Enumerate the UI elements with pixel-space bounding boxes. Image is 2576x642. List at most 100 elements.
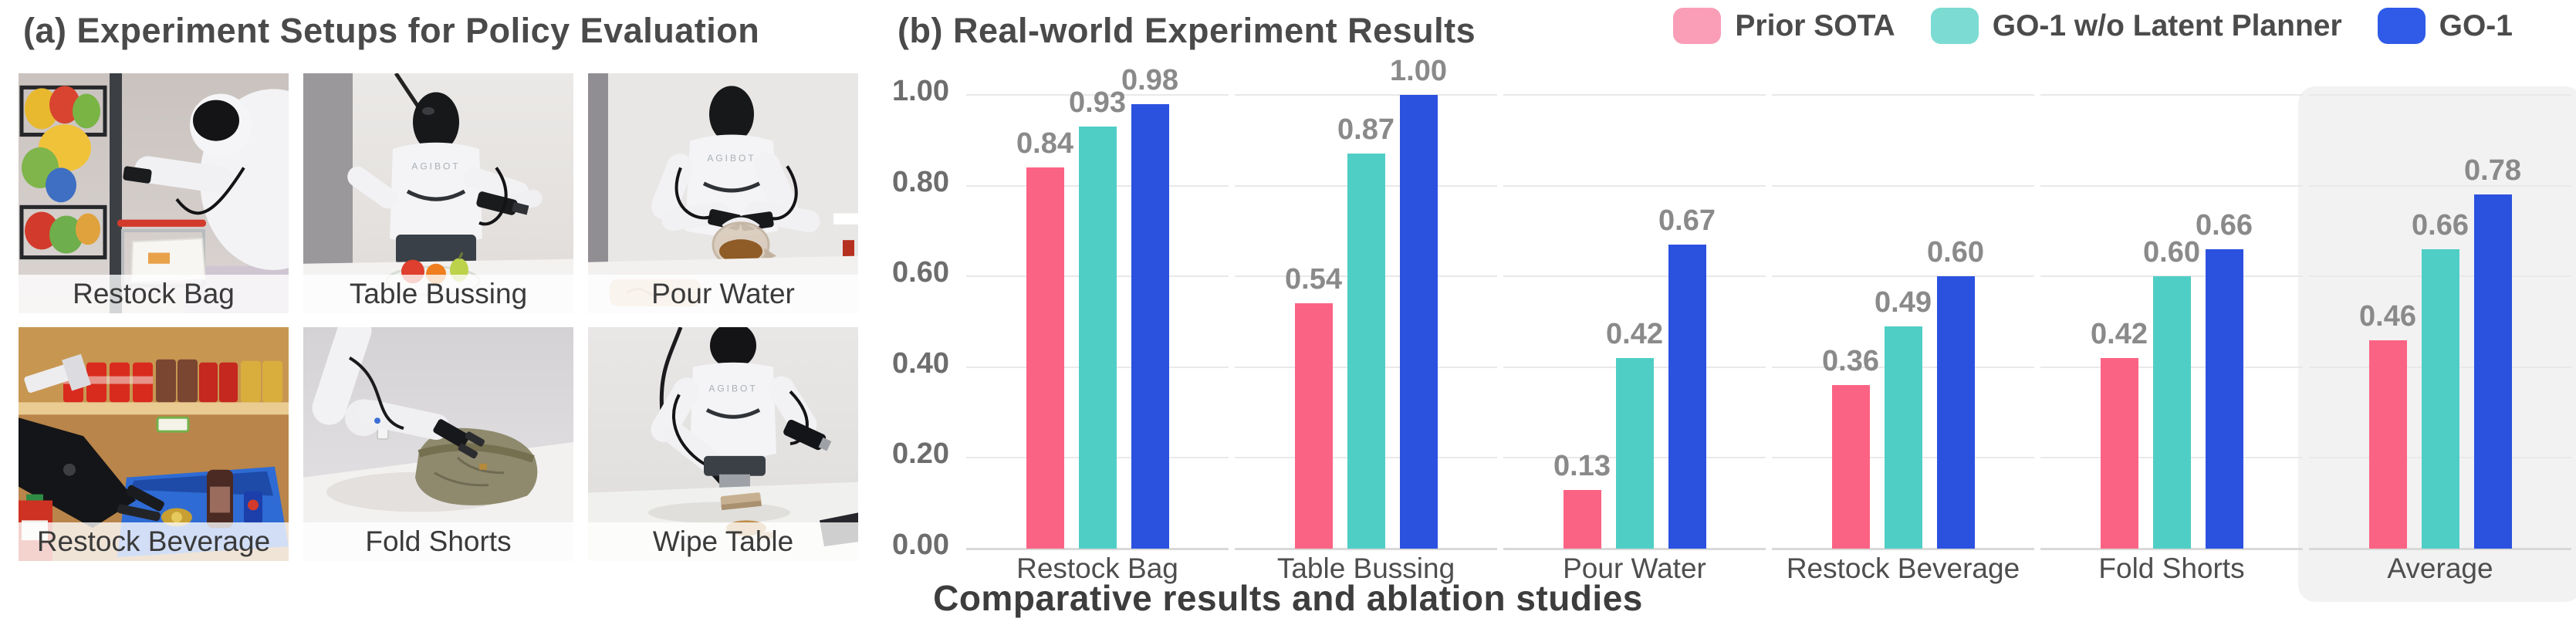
- bar-go-1: [1399, 95, 1438, 549]
- setup-caption-table-bussing: Table Bussing: [303, 275, 573, 313]
- bar-value-label: 0.13: [1553, 450, 1611, 482]
- bar-go-1-w-o-latent-planner: [1078, 127, 1117, 549]
- x-axis-baseline: [1235, 548, 1497, 550]
- legend-label: GO-1: [2439, 8, 2513, 42]
- robot: AGIBOT: [347, 92, 543, 285]
- bar-go-1: [1668, 245, 1706, 549]
- bar-go-1-w-o-latent-planner: [2421, 249, 2459, 549]
- chart-legend: Prior SOTA GO-1 w/o Latent Planner GO-1: [1673, 8, 2513, 44]
- bar-prior-sota: [1563, 490, 1601, 549]
- setup-caption-restock-bag: Restock Bag: [19, 275, 289, 313]
- bar-value-label: 0.66: [2412, 209, 2469, 242]
- bar-prior-sota: [2100, 358, 2138, 549]
- bar-prior-sota: [1831, 385, 1870, 549]
- setup-photo-restock-beverage: Restock Beverage: [19, 327, 289, 561]
- setup-photo-table-bussing: AGIBOT Table Bussing: [303, 73, 573, 313]
- chart-caption: Comparative results and ablation studies: [933, 578, 1643, 618]
- panel-a-title: (a) Experiment Setups for Policy Evaluat…: [23, 11, 760, 50]
- bar-value-label: 0.98: [1121, 64, 1178, 96]
- bar-go-1-w-o-latent-planner: [1884, 326, 1922, 549]
- bar-value-label: 0.42: [2091, 318, 2148, 350]
- x-axis-category-label: Restock Beverage: [1786, 552, 2020, 584]
- bar-go-1: [1936, 276, 1975, 549]
- legend-label: GO-1 w/o Latent Planner: [1992, 8, 2342, 42]
- cable: [659, 327, 683, 414]
- shorts: [415, 427, 538, 505]
- bar-value-label: 1.00: [1390, 55, 1447, 87]
- shopping-cart: [117, 219, 207, 288]
- bar-value-label: 0.78: [2464, 154, 2521, 187]
- setup-caption-restock-beverage: Restock Beverage: [19, 522, 289, 561]
- kettle: [712, 217, 776, 269]
- x-axis-category-label: Fold Shorts: [2098, 552, 2245, 584]
- bar-value-label: 0.49: [1875, 286, 1932, 319]
- legend-item-go-1: GO-1: [2377, 8, 2513, 44]
- wall-shelf: [833, 213, 858, 225]
- y-axis-tick-label: 0.00: [892, 529, 949, 561]
- legend-swatch: [2377, 8, 2426, 44]
- bar-value-label: 0.60: [2143, 236, 2200, 269]
- y-axis-tick-label: 1.00: [892, 75, 949, 107]
- setup-caption-pour-water: Pour Water: [588, 275, 858, 313]
- gridline: [1772, 184, 2034, 187]
- bar-value-label: 0.67: [1658, 204, 1716, 237]
- y-axis-tick-label: 0.20: [892, 438, 949, 471]
- lamp-arm: [394, 73, 421, 110]
- bar-value-label: 0.60: [1927, 236, 1984, 269]
- setup-photo-wipe-table: AGIBOT: [588, 327, 858, 561]
- legend-item-go-1-w-o-latent-planner: GO-1 w/o Latent Planner: [1930, 8, 2342, 44]
- setup-caption-wipe-table: Wipe Table: [588, 522, 858, 561]
- robot-gripper-arm: [19, 353, 164, 529]
- gridline: [1503, 275, 1766, 278]
- gridline: [1503, 94, 1766, 96]
- robot-brand-label: AGIBOT: [411, 160, 460, 171]
- x-axis-baseline: [1503, 548, 1766, 550]
- setup-photo-fold-shorts: Fold Shorts: [303, 327, 573, 561]
- bar-value-label: 0.84: [1016, 127, 1073, 160]
- x-axis-category-label: Pour Water: [1563, 552, 1706, 584]
- gridline: [1503, 184, 1766, 187]
- robot-arm: [312, 327, 485, 459]
- price-tag: [156, 416, 190, 433]
- bar-value-label: 0.42: [1606, 318, 1663, 350]
- setup-photo-restock-bag: Restock Bag: [19, 73, 289, 313]
- setup-caption-fold-shorts: Fold Shorts: [303, 522, 573, 561]
- gridline: [2040, 184, 2303, 187]
- sponge: [720, 492, 762, 511]
- robot-brand-label: AGIBOT: [707, 153, 756, 164]
- y-axis-tick-label: 0.60: [892, 256, 949, 289]
- bar-value-label: 0.54: [1285, 263, 1342, 296]
- robot-brand-label: AGIBOT: [708, 383, 757, 394]
- robot: AGIBOT: [651, 86, 820, 237]
- dark-bottle: [207, 469, 233, 529]
- x-axis-baseline: [2040, 548, 2303, 550]
- y-axis-tick-label: 0.80: [892, 165, 949, 198]
- x-axis-category-label: Table Bussing: [1276, 552, 1455, 584]
- gridline: [1772, 94, 2034, 96]
- restock-bag-illustration: [19, 73, 289, 313]
- x-axis-category-label: Restock Bag: [1016, 552, 1178, 584]
- panel-b-title: (b) Real-world Experiment Results: [898, 11, 1476, 50]
- bar-value-label: 0.93: [1069, 86, 1126, 119]
- gridline: [2040, 94, 2303, 96]
- gridline: [966, 94, 1229, 96]
- bar-value-label: 0.46: [2359, 300, 2416, 333]
- bar-value-label: 0.87: [1337, 113, 1394, 146]
- bar-go-1: [2473, 194, 2512, 549]
- bar-go-1-w-o-latent-planner: [1347, 154, 1385, 549]
- robot: AGIBOT: [651, 327, 832, 509]
- bar-go-1-w-o-latent-planner: [2152, 276, 2191, 549]
- bar-prior-sota: [1294, 303, 1333, 549]
- y-axis-tick-label: 0.40: [892, 346, 949, 380]
- setup-photo-pour-water: AGIBOT Pour Wate: [588, 73, 858, 313]
- robot: [123, 89, 289, 270]
- x-axis-category-label: Average: [2387, 552, 2493, 584]
- gripper: [476, 191, 529, 215]
- legend-swatch: [1673, 8, 1722, 44]
- shelf-board: [19, 402, 289, 415]
- bar-value-label: 0.66: [2196, 209, 2253, 242]
- bar-go-1: [2205, 249, 2243, 549]
- bar-go-1: [1131, 104, 1169, 549]
- legend-label: Prior SOTA: [1735, 8, 1895, 42]
